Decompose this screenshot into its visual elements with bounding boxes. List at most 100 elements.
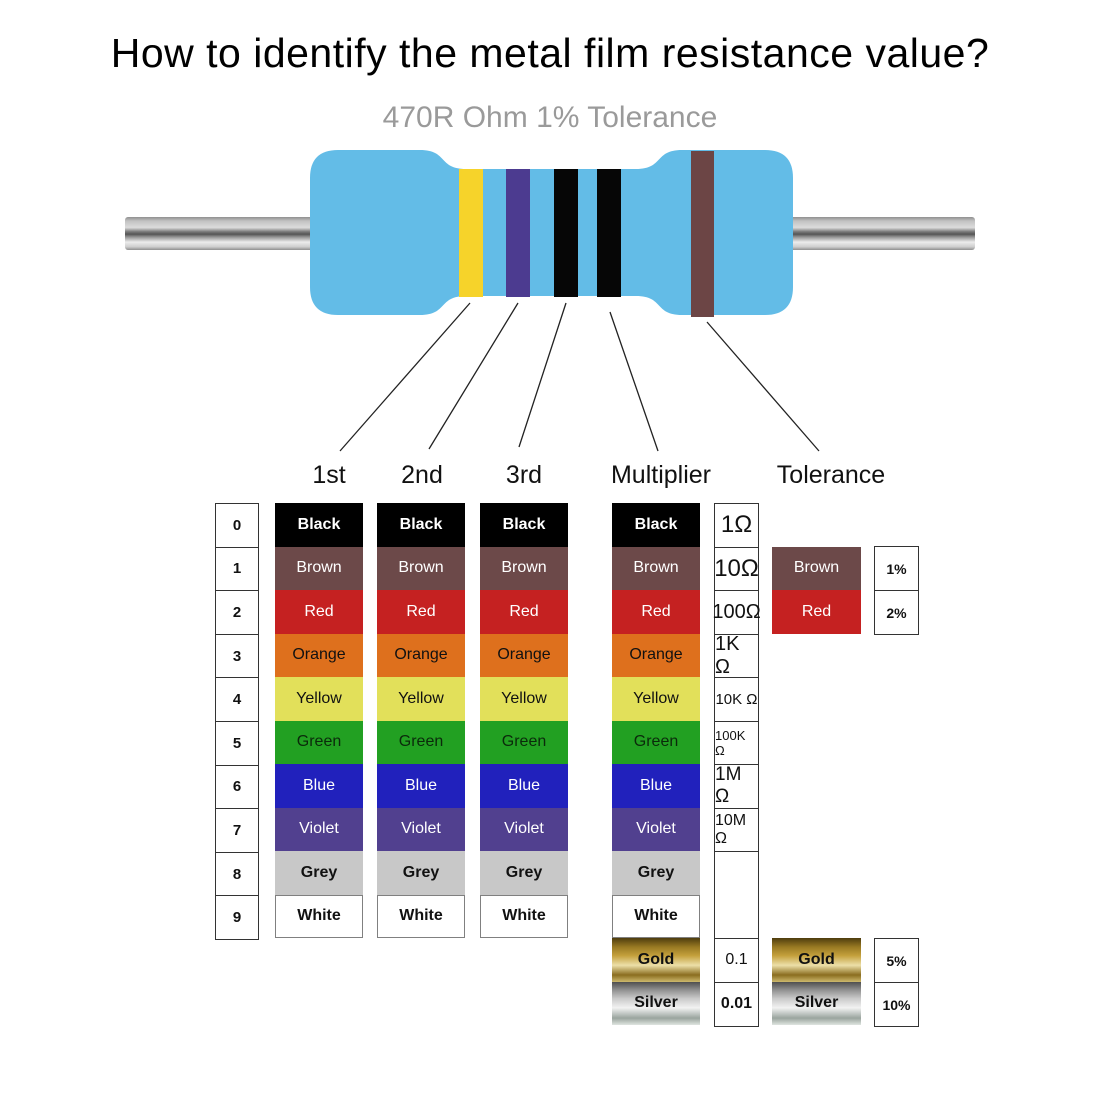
color-cell-1st-grey: Grey <box>275 851 363 895</box>
band-4-black <box>597 169 621 297</box>
multiplier-value-4: 10K Ω <box>715 678 758 722</box>
page-title: How to identify the metal film resistanc… <box>110 30 990 76</box>
color-cell-2nd-brown: Brown <box>377 546 465 590</box>
color-cell-multiplier-silver: Silver <box>612 981 700 1025</box>
color-cell-2nd-violet: Violet <box>377 807 465 851</box>
column-label-1st: 1st <box>312 461 346 489</box>
tolerance-color-cell-silver: Silver <box>772 981 861 1025</box>
digit-cell-4: 4 <box>216 678 258 722</box>
color-cell-2nd-grey: Grey <box>377 851 465 895</box>
color-cell-multiplier-green: Green <box>612 720 700 764</box>
color-cell-1st-white: White <box>275 894 363 938</box>
color-cell-2nd-black: Black <box>377 503 465 547</box>
color-cell-multiplier-black: Black <box>612 503 700 547</box>
multiplier-value-gold: 0.1 <box>715 939 758 983</box>
multiplier-value-silver: 0.01 <box>715 982 758 1026</box>
color-cell-1st-red: Red <box>275 590 363 634</box>
multiplier-value-7: 10M Ω <box>715 808 758 852</box>
multiplier-value-5: 100K Ω <box>715 721 758 765</box>
color-cell-3rd-violet: Violet <box>480 807 568 851</box>
multiplier-value-0: 1Ω <box>715 504 758 548</box>
column-label-tolerance: Tolerance <box>776 461 886 489</box>
color-cell-multiplier-white: White <box>612 894 700 938</box>
digit-cell-5: 5 <box>216 722 258 766</box>
column-label-multiplier: Multiplier <box>610 461 712 489</box>
color-cell-3rd-yellow: Yellow <box>480 677 568 721</box>
multiplier-value-2: 100Ω <box>712 591 761 635</box>
band-2-violet <box>506 169 530 297</box>
color-column-1st: Black Brown Red Orange Yellow Green Blue Violet… <box>275 503 363 938</box>
tolerance-percent-box-top: 1% 2% <box>874 546 919 635</box>
color-cell-3rd-white: White <box>480 894 568 938</box>
pointer-lines <box>339 302 820 452</box>
left-lead <box>125 217 315 250</box>
multiplier-value-empty <box>715 852 758 939</box>
right-lead <box>789 217 975 250</box>
band-5-brown <box>691 151 714 317</box>
color-cell-multiplier-grey: Grey <box>612 851 700 895</box>
color-cell-2nd-yellow: Yellow <box>377 677 465 721</box>
color-column-2nd: Black Brown Red Orange Yellow Green Blue Violet… <box>377 503 465 938</box>
color-cell-2nd-orange: Orange <box>377 633 465 677</box>
tolerance-value-brown: 1% <box>875 547 918 591</box>
color-cell-1st-yellow: Yellow <box>275 677 363 721</box>
color-cell-3rd-grey: Grey <box>480 851 568 895</box>
color-cell-multiplier-violet: Violet <box>612 807 700 851</box>
color-cell-multiplier-orange: Orange <box>612 633 700 677</box>
digit-cell-1: 1 <box>216 548 258 592</box>
color-cell-2nd-white: White <box>377 894 465 938</box>
tolerance-value-silver: 10% <box>882 996 911 1013</box>
pointer-line-multiplier <box>609 311 659 452</box>
color-cell-multiplier-brown: Brown <box>612 546 700 590</box>
color-cell-1st-orange: Orange <box>275 633 363 677</box>
digit-cell-9: 9 <box>232 909 242 927</box>
band-1-yellow <box>459 169 483 297</box>
color-cell-multiplier-blue: Blue <box>612 764 700 808</box>
band-3-black <box>554 169 578 297</box>
multiplier-value-column: 1Ω 10Ω 100Ω 1K Ω 10K Ω 100K Ω 1M Ω 10M Ω 0.1 0.01 <box>712 503 761 1027</box>
tolerance-color-column: Brown Red Gold Silver <box>772 503 861 1027</box>
tolerance-percent-box-bottom: 5% 10% <box>874 938 919 1027</box>
color-column-multiplier: Black Brown Red Orange Yellow Green Blue Violet… <box>612 503 700 1025</box>
color-cell-2nd-blue: Blue <box>377 764 465 808</box>
tolerance-color-cell-red: Red <box>772 590 861 634</box>
digit-cell-7: 7 <box>216 809 258 853</box>
pointer-line-1st <box>339 302 471 452</box>
color-cell-1st-black: Black <box>275 503 363 547</box>
color-cell-3rd-green: Green <box>480 720 568 764</box>
tolerance-value-gold: 5% <box>875 939 918 983</box>
pointer-line-2nd <box>428 302 519 450</box>
color-cell-3rd-orange: Orange <box>480 633 568 677</box>
color-cell-1st-blue: Blue <box>275 764 363 808</box>
color-cell-3rd-blue: Blue <box>480 764 568 808</box>
color-cell-1st-green: Green <box>275 720 363 764</box>
digit-cell-2: 2 <box>216 591 258 635</box>
resistor-body <box>310 150 793 315</box>
column-label-3rd: 3rd <box>505 461 543 489</box>
color-cell-1st-brown: Brown <box>275 546 363 590</box>
multiplier-value-3: 1K Ω <box>715 633 758 678</box>
digit-cell-8: 8 <box>216 853 258 897</box>
color-cell-3rd-black: Black <box>480 503 568 547</box>
color-column-3rd: Black Brown Red Orange Yellow Green Blue Violet… <box>480 503 568 938</box>
multiplier-value-6: 1M Ω <box>715 764 758 809</box>
color-cell-3rd-red: Red <box>480 590 568 634</box>
tolerance-color-cell-brown: Brown <box>772 546 861 590</box>
color-cell-3rd-brown: Brown <box>480 546 568 590</box>
pointer-line-3rd <box>518 302 567 448</box>
tolerance-value-red: 2% <box>886 604 907 621</box>
color-cell-2nd-green: Green <box>377 720 465 764</box>
multiplier-value-1: 10Ω <box>714 547 759 591</box>
color-cell-2nd-red: Red <box>377 590 465 634</box>
resistor-value-subtitle: 470R Ohm 1% Tolerance <box>382 101 718 134</box>
pointer-line-tolerance <box>706 321 820 452</box>
tolerance-color-cell-gold: Gold <box>772 938 861 982</box>
digit-cell-3: 3 <box>216 635 258 679</box>
column-label-2nd: 2nd <box>401 461 443 489</box>
digit-cell-6: 6 <box>216 766 258 810</box>
color-cell-multiplier-yellow: Yellow <box>612 677 700 721</box>
color-cell-multiplier-gold: Gold <box>612 938 700 982</box>
color-cell-multiplier-red: Red <box>612 590 700 634</box>
